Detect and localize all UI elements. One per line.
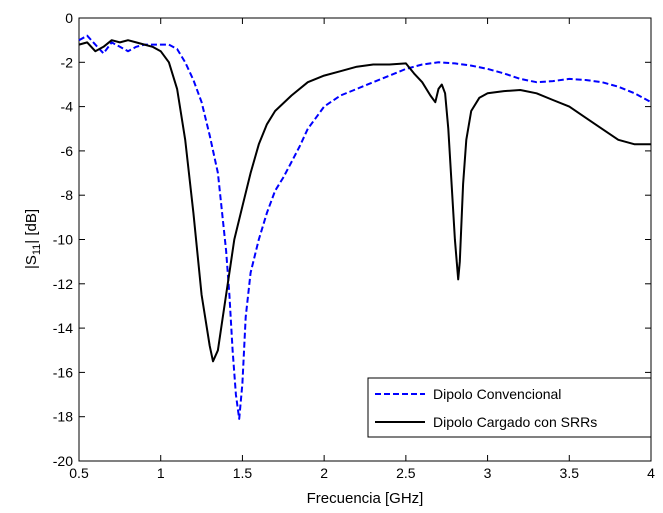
- y-tick-label: -8: [61, 187, 74, 203]
- series-line-dipolo-cargado: [78, 39, 651, 363]
- y-label-prefix: |S: [23, 255, 40, 269]
- y-label-suffix: | [dB]: [23, 209, 40, 244]
- x-tick-label: 4: [647, 465, 655, 481]
- x-axis-label: Frecuencia [GHz]: [307, 490, 424, 507]
- y-tick-label: -18: [53, 409, 73, 425]
- legend-label-convencional: Dipolo Convencional: [433, 386, 561, 402]
- y-tick-label: -4: [61, 99, 74, 115]
- x-tick-label: 2.5: [396, 465, 416, 481]
- y-tick-label: -2: [61, 54, 74, 70]
- legend: Dipolo Convencional Dipolo Cargado con S…: [367, 377, 652, 438]
- x-tick-label: 3.5: [560, 465, 580, 481]
- legend-box: [367, 377, 652, 438]
- y-tick-label: 0: [65, 10, 73, 26]
- x-tick-label: 0.5: [69, 465, 89, 481]
- legend-label-cargado: Dipolo Cargado con SRRs: [433, 414, 597, 430]
- y-tick-label: -16: [53, 364, 73, 380]
- series-line-dipolo-convencional: [78, 34, 652, 420]
- y-axis-label: |S11| [dB]: [23, 209, 43, 269]
- y-tick-label: -14: [53, 320, 73, 336]
- x-tick-label: 1.5: [233, 465, 253, 481]
- axis-ticks: 0.5 1 1.5 2 2.5 3 3.5 4 0 -2 -4 -6 -8 -10 -12 -14 -16 -18…: [53, 10, 655, 481]
- x-tick-label: 3: [484, 465, 492, 481]
- x-tick-label: 2: [320, 465, 328, 481]
- y-label-subscript: 11: [31, 244, 43, 255]
- y-tick-label: -20: [53, 453, 73, 469]
- x-tick-label: 1: [157, 465, 165, 481]
- y-tick-label: -6: [61, 143, 74, 159]
- y-tick-label: -10: [53, 232, 73, 248]
- y-tick-label: -12: [53, 276, 73, 292]
- series-lines: [78, 34, 652, 420]
